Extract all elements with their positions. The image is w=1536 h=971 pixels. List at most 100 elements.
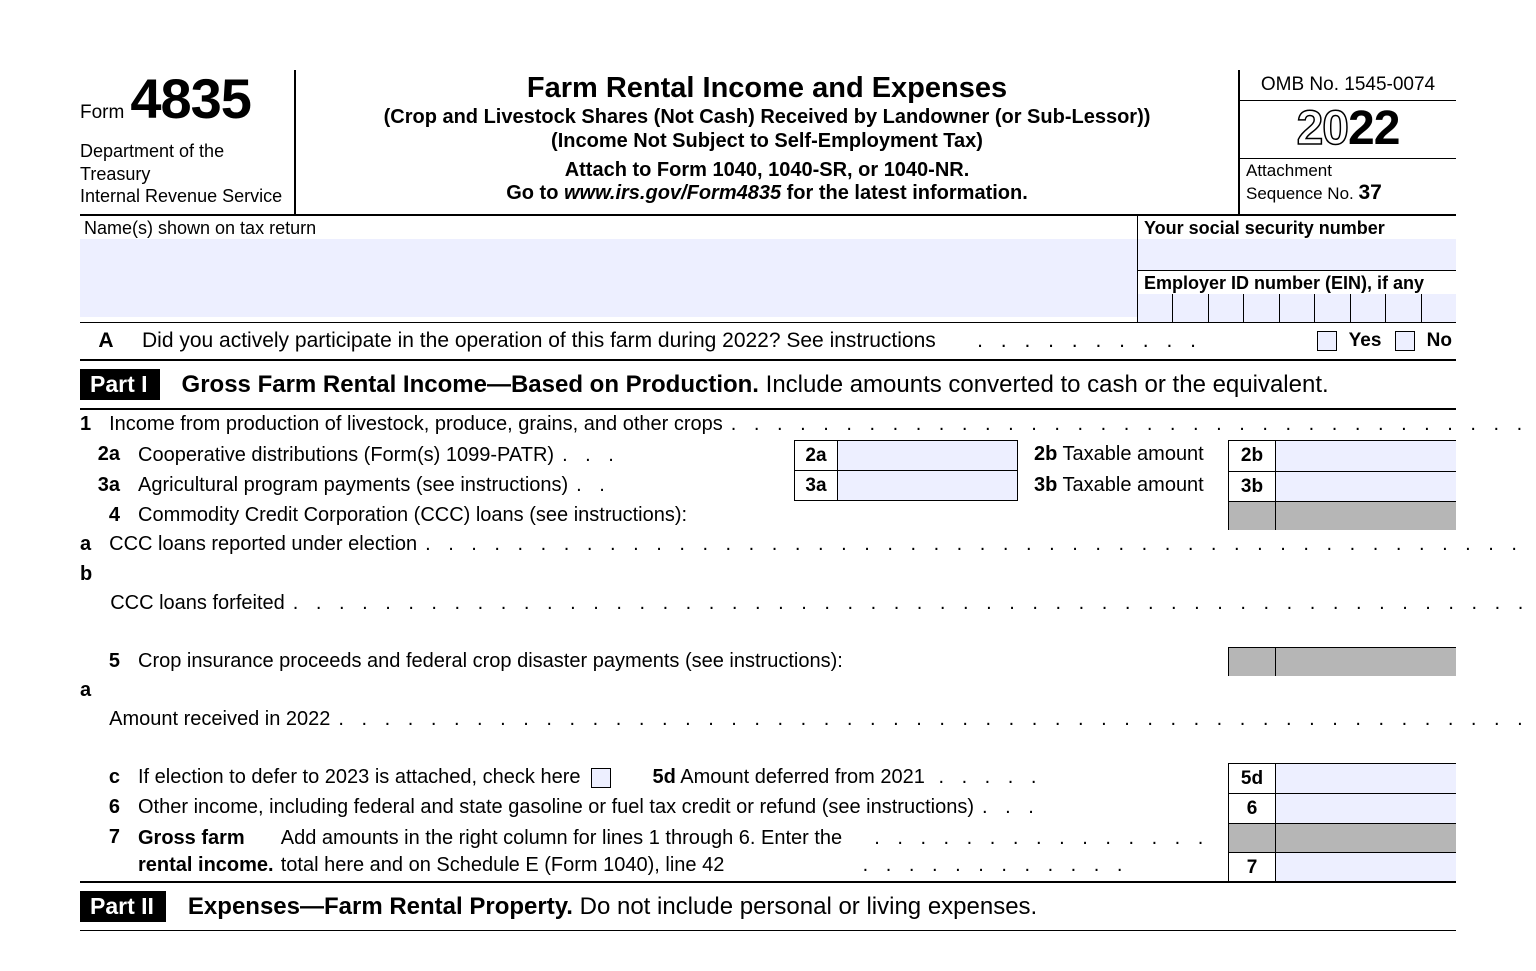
line-4b: b CCC loans forfeited . . . . . . . . . … bbox=[80, 560, 1456, 647]
goto-url: www.irs.gov/Form4835 bbox=[564, 182, 781, 204]
line-a-dots: . . . . . . . . . . bbox=[942, 329, 1202, 352]
dept-line1: Department of the Treasury bbox=[80, 140, 288, 185]
line-5a-num: a bbox=[80, 676, 109, 763]
form-subtitle2: (Income Not Subject to Self-Employment T… bbox=[306, 130, 1228, 153]
line-4-num: 4 bbox=[80, 501, 138, 530]
part1-title-rest: Include amounts converted to cash or the… bbox=[759, 371, 1329, 398]
line-3a-after: 3b Taxable amount bbox=[1018, 471, 1228, 501]
part1-header: Part I Gross Farm Rental Income—Based on… bbox=[80, 361, 1456, 410]
form-4835: Form 4835 Department of the Treasury Int… bbox=[80, 70, 1456, 931]
name-cell: Name(s) shown on tax return bbox=[80, 216, 1138, 322]
part1-title-bold: Gross Farm Rental Income—Based on Produc… bbox=[182, 371, 759, 398]
form-subtitle1: (Crop and Livestock Shares (Not Cash) Re… bbox=[306, 105, 1228, 130]
name-input[interactable] bbox=[80, 239, 1137, 317]
line-2a-midnum: 2a bbox=[794, 440, 838, 471]
line-4a: a CCC loans reported under election . . … bbox=[80, 530, 1456, 560]
line-3a-midnum: 3a bbox=[794, 471, 838, 501]
line-5-num: 5 bbox=[80, 647, 138, 676]
attach-instruction: Attach to Form 1040, 1040-SR, or 1040-NR… bbox=[306, 159, 1228, 182]
department: Department of the Treasury Internal Reve… bbox=[80, 140, 288, 208]
line-5a: a Amount received in 2022 . . . . . . . … bbox=[80, 676, 1456, 763]
line-4-text: Commodity Credit Corporation (CCC) loans… bbox=[138, 501, 1228, 530]
line-6-text: Other income, including federal and stat… bbox=[138, 793, 1228, 823]
line-3a-text: Agricultural program payments (see instr… bbox=[138, 471, 794, 501]
line-5c: c If election to defer to 2023 is attach… bbox=[80, 763, 1456, 793]
line-2a-num: 2a bbox=[80, 440, 138, 471]
line-7-num: 7 bbox=[80, 823, 138, 881]
line-6-rnum: 6 bbox=[1228, 793, 1276, 823]
line-5d-amount[interactable] bbox=[1276, 763, 1456, 793]
line-a-yes-group: Yes bbox=[1317, 330, 1381, 352]
line-4a-text: CCC loans reported under election . . . … bbox=[109, 530, 1536, 560]
line-2b-rnum: 2b bbox=[1228, 440, 1276, 471]
line-1: 1 Income from production of livestock, p… bbox=[80, 410, 1456, 440]
omb-number: OMB No. 1545-0074 bbox=[1240, 70, 1456, 101]
dept-line2: Internal Revenue Service bbox=[80, 185, 288, 208]
line-2b-amount[interactable] bbox=[1276, 440, 1456, 471]
seq-label2: Sequence No. bbox=[1246, 184, 1358, 203]
line-4-amount-gray bbox=[1276, 501, 1456, 530]
line-6-num: 6 bbox=[80, 793, 138, 823]
line-4b-num: b bbox=[80, 560, 110, 647]
line-a-letter: A bbox=[84, 329, 128, 353]
line-7-amount-col bbox=[1276, 823, 1456, 881]
line-6-amount[interactable] bbox=[1276, 793, 1456, 823]
line-a-question: Did you actively participate in the oper… bbox=[142, 329, 936, 352]
checkbox-no[interactable] bbox=[1395, 331, 1415, 351]
yes-label: Yes bbox=[1349, 330, 1382, 351]
form-title: Farm Rental Income and Expenses bbox=[306, 72, 1228, 105]
line-5c-num: c bbox=[80, 763, 138, 793]
identity-row: Name(s) shown on tax return Your social … bbox=[80, 216, 1456, 323]
header-left: Form 4835 Department of the Treasury Int… bbox=[80, 70, 296, 214]
line-3a: 3a Agricultural program payments (see in… bbox=[80, 471, 1456, 501]
line-2a-after: 2b Taxable amount bbox=[1018, 440, 1228, 471]
header-center: Farm Rental Income and Expenses (Crop an… bbox=[296, 70, 1238, 214]
line-7-gray bbox=[1229, 823, 1275, 852]
goto-prefix: Go to bbox=[506, 182, 564, 204]
checkbox-yes[interactable] bbox=[1317, 331, 1337, 351]
line-5a-text: Amount received in 2022 . . . . . . . . … bbox=[109, 676, 1536, 763]
goto-instruction: Go to www.irs.gov/Form4835 for the lates… bbox=[306, 182, 1228, 205]
form-header: Form 4835 Department of the Treasury Int… bbox=[80, 70, 1456, 216]
checkbox-defer[interactable] bbox=[591, 768, 611, 788]
line-4a-num: a bbox=[80, 530, 109, 560]
line-7-text: Gross farm rental income. Add amounts in… bbox=[138, 823, 1228, 881]
line-7-rnum: 7 bbox=[1229, 852, 1275, 881]
line-5: 5 Crop insurance proceeds and federal cr… bbox=[80, 647, 1456, 676]
tax-year: 2022 bbox=[1240, 101, 1456, 159]
goto-suffix: for the latest information. bbox=[781, 182, 1028, 204]
part2-header: Part II Expenses—Farm Rental Property. D… bbox=[80, 883, 1456, 931]
no-label: No bbox=[1427, 330, 1452, 351]
line-3a-num: 3a bbox=[80, 471, 138, 501]
line-2a-text: Cooperative distributions (Form(s) 1099-… bbox=[138, 440, 794, 471]
ein-input[interactable] bbox=[1138, 294, 1456, 322]
line-4: 4 Commodity Credit Corporation (CCC) loa… bbox=[80, 501, 1456, 530]
line-6: 6 Other income, including federal and st… bbox=[80, 793, 1456, 823]
line-3b-rnum: 3b bbox=[1228, 471, 1276, 501]
line-1-text: Income from production of livestock, pro… bbox=[109, 410, 1536, 440]
line-5-amount-gray bbox=[1276, 647, 1456, 676]
line-5-text: Crop insurance proceeds and federal crop… bbox=[138, 647, 1228, 676]
line-7-amount[interactable] bbox=[1276, 852, 1456, 881]
line-5c-after: 5d Amount deferred from 2021 . . . . . .… bbox=[623, 763, 1229, 793]
line-4-rnum-gray bbox=[1228, 501, 1276, 530]
ssn-input[interactable] bbox=[1138, 239, 1456, 271]
line-a: A Did you actively participate in the op… bbox=[80, 323, 1456, 361]
line-5-rnum-gray bbox=[1228, 647, 1276, 676]
line-2a-midamount[interactable] bbox=[838, 440, 1018, 471]
line-7-rnum-col: 7 bbox=[1228, 823, 1276, 881]
line-7a: 7 Gross farm rental income. Add amounts … bbox=[80, 823, 1456, 881]
line-3b-amount[interactable] bbox=[1276, 471, 1456, 501]
line-a-text: Did you actively participate in the oper… bbox=[142, 329, 1303, 353]
line-3a-midamount[interactable] bbox=[838, 471, 1018, 501]
form-number: 4835 bbox=[130, 74, 251, 124]
part1-badge: Part I bbox=[80, 369, 160, 400]
line-2a: 2a Cooperative distributions (Form(s) 10… bbox=[80, 440, 1456, 471]
sequence-number: Attachment Sequence No. 37 bbox=[1240, 159, 1456, 209]
part2-badge: Part II bbox=[80, 891, 166, 922]
part1-lines: 1 Income from production of livestock, p… bbox=[80, 410, 1456, 883]
line1-dots: . . . . . . . . . . . . . . . . . . . . … bbox=[723, 410, 1536, 439]
year-bold: 22 bbox=[1348, 102, 1399, 155]
header-right: OMB No. 1545-0074 2022 Attachment Sequen… bbox=[1238, 70, 1456, 214]
ssn-label: Your social security number bbox=[1138, 216, 1456, 239]
